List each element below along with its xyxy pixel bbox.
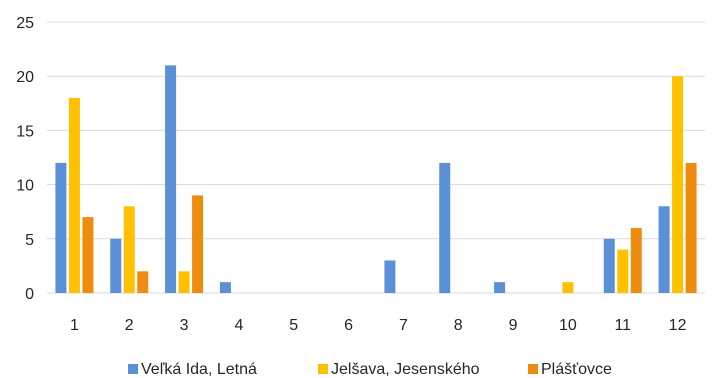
y-axis-ticks: 0 5 10 15 20 25 bbox=[16, 15, 34, 303]
y-tick-label: 5 bbox=[25, 232, 34, 249]
bar bbox=[137, 271, 149, 293]
bar bbox=[562, 282, 574, 293]
y-tick-label: 20 bbox=[16, 69, 34, 86]
x-tick-label: 10 bbox=[559, 317, 577, 334]
bar bbox=[494, 282, 506, 293]
bar bbox=[68, 97, 80, 293]
x-tick-label: 1 bbox=[70, 317, 79, 334]
x-tick-label: 6 bbox=[344, 317, 353, 334]
bar bbox=[219, 282, 231, 293]
bar bbox=[82, 217, 94, 293]
gridlines bbox=[47, 21, 705, 294]
bar bbox=[123, 206, 135, 293]
x-tick-label: 8 bbox=[454, 317, 463, 334]
bar bbox=[192, 195, 204, 293]
bar bbox=[672, 76, 684, 293]
x-tick-label: 4 bbox=[234, 317, 243, 334]
legend-swatch bbox=[318, 364, 328, 374]
legend: Veľká Ida, Letná Jelšava, Jesenského Plášť… bbox=[128, 361, 612, 378]
x-tick-label: 2 bbox=[125, 317, 134, 334]
bar bbox=[384, 260, 396, 293]
legend-label: Veľká Ida, Letná bbox=[141, 361, 257, 378]
x-tick-label: 12 bbox=[669, 317, 687, 334]
bar bbox=[630, 227, 642, 293]
bar bbox=[110, 238, 122, 293]
bar bbox=[165, 65, 177, 293]
bars bbox=[55, 65, 697, 293]
bar bbox=[617, 249, 629, 293]
x-tick-label: 7 bbox=[399, 317, 408, 334]
x-tick-label: 9 bbox=[509, 317, 518, 334]
x-tick-label: 5 bbox=[289, 317, 298, 334]
y-tick-label: 15 bbox=[16, 123, 34, 140]
legend-label: Plášťovce bbox=[541, 361, 612, 378]
x-axis-ticks: 1 2 3 4 5 6 7 8 9 10 11 12 bbox=[70, 317, 687, 334]
bar bbox=[55, 162, 67, 293]
y-tick-label: 10 bbox=[16, 178, 34, 195]
y-tick-label: 0 bbox=[25, 286, 34, 303]
bar bbox=[603, 238, 615, 293]
x-tick-label: 11 bbox=[614, 317, 631, 334]
legend-label: Jelšava, Jesenského bbox=[331, 361, 480, 378]
legend-swatch bbox=[128, 364, 138, 374]
bar bbox=[178, 271, 190, 293]
bar bbox=[439, 162, 451, 293]
y-tick-label: 25 bbox=[16, 15, 34, 32]
bar bbox=[658, 206, 670, 293]
x-tick-label: 3 bbox=[180, 317, 189, 334]
legend-swatch bbox=[528, 364, 538, 374]
bar bbox=[685, 162, 697, 293]
